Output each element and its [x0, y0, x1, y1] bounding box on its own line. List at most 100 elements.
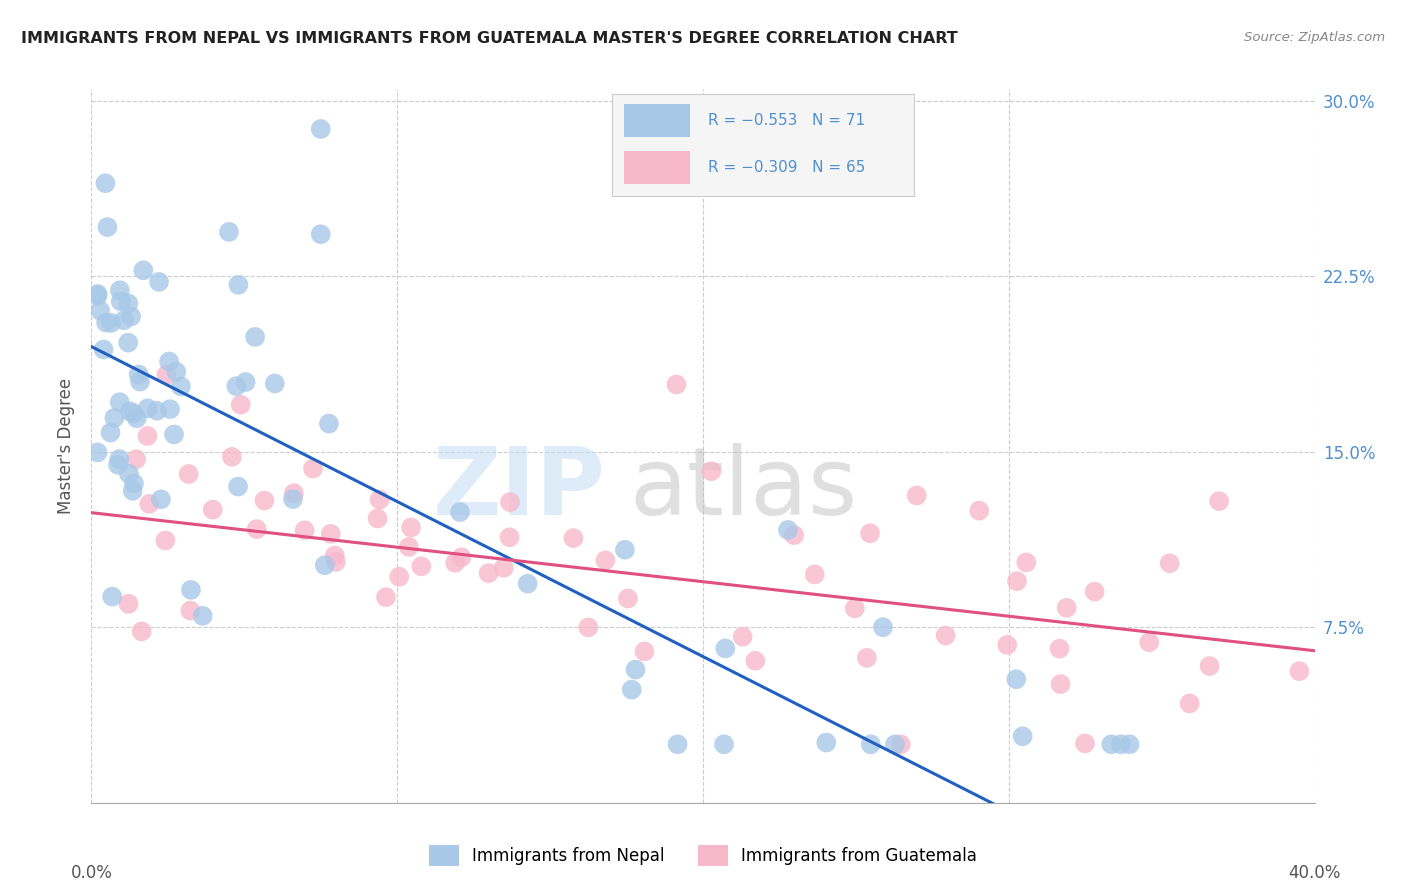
Point: [617, 591, 640, 606]
Point: [516, 576, 538, 591]
Y-axis label: Master's Degree: Master's Degree: [58, 378, 76, 514]
Point: [149, 492, 172, 507]
Point: [309, 227, 332, 242]
Point: [935, 628, 957, 642]
Point: [128, 368, 150, 382]
Point: [783, 528, 806, 542]
Point: [112, 313, 135, 327]
Point: [368, 492, 391, 507]
Point: [1288, 664, 1310, 678]
Point: [323, 549, 346, 563]
Point: [872, 620, 894, 634]
Point: [562, 531, 585, 545]
Point: [96, 220, 118, 235]
Point: [108, 452, 131, 467]
Point: [905, 488, 928, 502]
Point: [155, 368, 177, 382]
Point: [226, 479, 249, 493]
Point: [633, 644, 655, 658]
Point: [714, 641, 737, 656]
Point: [1198, 659, 1220, 673]
Legend: Immigrants from Nepal, Immigrants from Guatemala: Immigrants from Nepal, Immigrants from G…: [429, 846, 977, 866]
Point: [1011, 729, 1033, 743]
Text: R = −0.309   N = 65: R = −0.309 N = 65: [709, 160, 866, 175]
Point: [125, 452, 148, 467]
Text: R = −0.553   N = 71: R = −0.553 N = 71: [709, 112, 866, 128]
Text: 40.0%: 40.0%: [1288, 863, 1341, 881]
Point: [86, 286, 108, 301]
Point: [117, 335, 139, 350]
Point: [118, 404, 141, 418]
Point: [294, 524, 316, 538]
Point: [100, 425, 122, 440]
Point: [477, 566, 499, 581]
Point: [731, 630, 754, 644]
Point: [498, 530, 520, 544]
Point: [157, 354, 180, 368]
Point: [108, 395, 131, 409]
Point: [856, 651, 879, 665]
Point: [155, 533, 177, 548]
Point: [191, 608, 214, 623]
Point: [309, 122, 332, 136]
Text: atlas: atlas: [630, 442, 858, 535]
Point: [314, 558, 336, 573]
Point: [146, 404, 169, 418]
Point: [132, 263, 155, 277]
Point: [1208, 494, 1230, 508]
Point: [180, 582, 202, 597]
Point: [138, 497, 160, 511]
Text: 0.0%: 0.0%: [70, 863, 112, 881]
Point: [1049, 641, 1071, 656]
Point: [218, 225, 240, 239]
Point: [803, 567, 825, 582]
Point: [101, 590, 124, 604]
Point: [122, 476, 145, 491]
Point: [576, 620, 599, 634]
Point: [235, 375, 257, 389]
Point: [179, 604, 201, 618]
Point: [221, 450, 243, 464]
Point: [411, 559, 433, 574]
Point: [148, 275, 170, 289]
Point: [129, 375, 152, 389]
Point: [131, 624, 153, 639]
Point: [595, 553, 617, 567]
Point: [319, 526, 342, 541]
Point: [1049, 677, 1071, 691]
Point: [228, 277, 250, 292]
Point: [121, 483, 143, 498]
Point: [444, 556, 467, 570]
Point: [117, 597, 139, 611]
Point: [1099, 737, 1122, 751]
Point: [1109, 737, 1132, 751]
Point: [388, 570, 411, 584]
Point: [253, 493, 276, 508]
Point: [94, 316, 117, 330]
Point: [815, 735, 838, 749]
Point: [263, 376, 285, 391]
Point: [246, 522, 269, 536]
Point: [890, 737, 912, 751]
Point: [86, 289, 108, 303]
Point: [449, 505, 471, 519]
Point: [1056, 600, 1078, 615]
Point: [325, 555, 347, 569]
Point: [136, 401, 159, 416]
Point: [125, 411, 148, 425]
Point: [165, 365, 187, 379]
Point: [117, 296, 139, 310]
Point: [283, 486, 305, 500]
Point: [375, 590, 398, 604]
Point: [665, 377, 688, 392]
Point: [120, 310, 142, 324]
Point: [110, 294, 132, 309]
Point: [399, 520, 422, 534]
Point: [177, 467, 200, 481]
Point: [318, 417, 340, 431]
Point: [1118, 737, 1140, 751]
Point: [967, 503, 990, 517]
Point: [995, 638, 1018, 652]
Point: [93, 343, 115, 357]
Point: [1178, 697, 1201, 711]
